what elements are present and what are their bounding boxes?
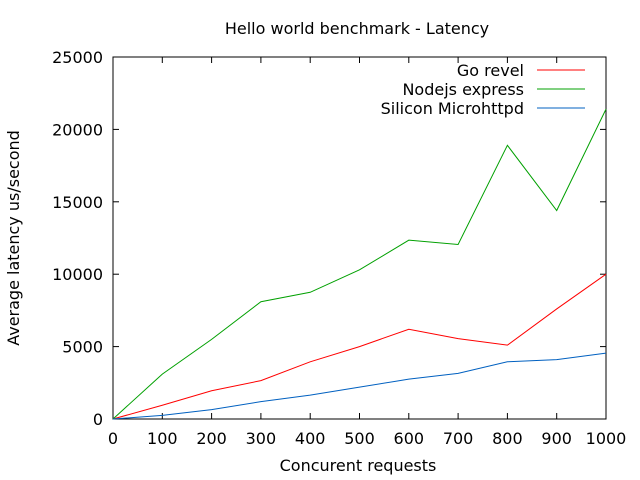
legend-label: Silicon Microhttpd — [381, 99, 524, 118]
axis-ticks — [112, 56, 607, 420]
x-tick-label: 900 — [541, 429, 572, 448]
legend-label: Go revel — [457, 61, 524, 80]
x-tick-label: 1000 — [586, 429, 627, 448]
y-tick-label: 10000 — [52, 265, 103, 284]
x-tick-label: 400 — [295, 429, 326, 448]
x-tick-label: 100 — [147, 429, 178, 448]
series-line — [112, 352, 607, 420]
y-tick-label: 20000 — [52, 120, 103, 139]
series-lines — [112, 108, 607, 420]
series-line — [112, 108, 607, 420]
y-tick-label: 25000 — [52, 48, 103, 67]
x-tick-label: 200 — [196, 429, 227, 448]
y-tick-label: 15000 — [52, 193, 103, 212]
x-tick-label: 600 — [394, 429, 425, 448]
y-tick-label: 0 — [93, 410, 103, 429]
x-tick-label: 800 — [492, 429, 523, 448]
plot-area — [112, 56, 607, 420]
x-tick-label: 0 — [108, 429, 118, 448]
x-axis-title: Concurent requests — [280, 456, 437, 475]
chart-title: Hello world benchmark - Latency — [225, 19, 489, 38]
x-tick-label: 300 — [246, 429, 277, 448]
x-tick-label: 700 — [443, 429, 474, 448]
y-tick-label: 5000 — [62, 338, 103, 357]
x-tick-label: 500 — [344, 429, 375, 448]
series-line — [112, 273, 607, 420]
y-axis-title: Average latency us/second — [4, 130, 23, 346]
legend-label: Nodejs express — [402, 80, 524, 99]
axis-tick-labels: 0 100 200 300 400 500 600 700 800 900 100005000100… — [52, 48, 626, 448]
